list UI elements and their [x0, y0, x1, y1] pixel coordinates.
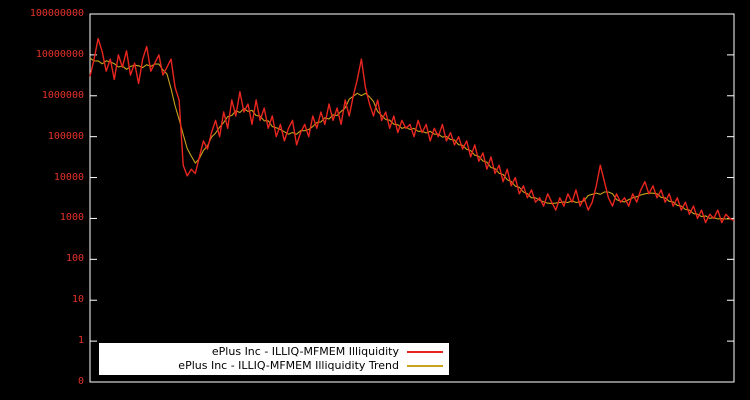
legend-label-illiquidity: ePlus Inc - ILLIQ-MFMEM Illiquidity	[211, 345, 399, 358]
y-tick-label: 100000	[47, 130, 84, 142]
legend-item-illiquidity: ePlus Inc - ILLIQ-MFMEM Illiquidity	[105, 345, 443, 358]
y-tick-label: 10	[71, 294, 84, 306]
legend-label-illiquidity-trend: ePlus Inc - ILLIQ-MFMEM Illiquidity Tren…	[178, 359, 399, 372]
legend: ePlus Inc - ILLIQ-MFMEM Illiquidity ePlu…	[99, 343, 449, 375]
y-tick-label: 100	[65, 253, 84, 265]
y-tick-label: 1000	[59, 212, 84, 224]
y-tick-label: 1	[77, 335, 84, 347]
y-tick-label: 100000000	[29, 8, 84, 19]
y-axis-tick-labels: 100000000 10000000 1000000 100000 10000 1000 1…	[0, 0, 84, 400]
legend-line-sample-red	[407, 350, 443, 353]
y-tick-label: 10000	[53, 171, 84, 183]
y-tick-label: 1000000	[41, 89, 84, 101]
y-tick-label: 10000000	[35, 48, 84, 60]
legend-line-sample-yellow	[407, 364, 443, 367]
legend-item-illiquidity-trend: ePlus Inc - ILLIQ-MFMEM Illiquidity Tren…	[105, 359, 443, 372]
y-tick-label: 0	[77, 376, 84, 387]
